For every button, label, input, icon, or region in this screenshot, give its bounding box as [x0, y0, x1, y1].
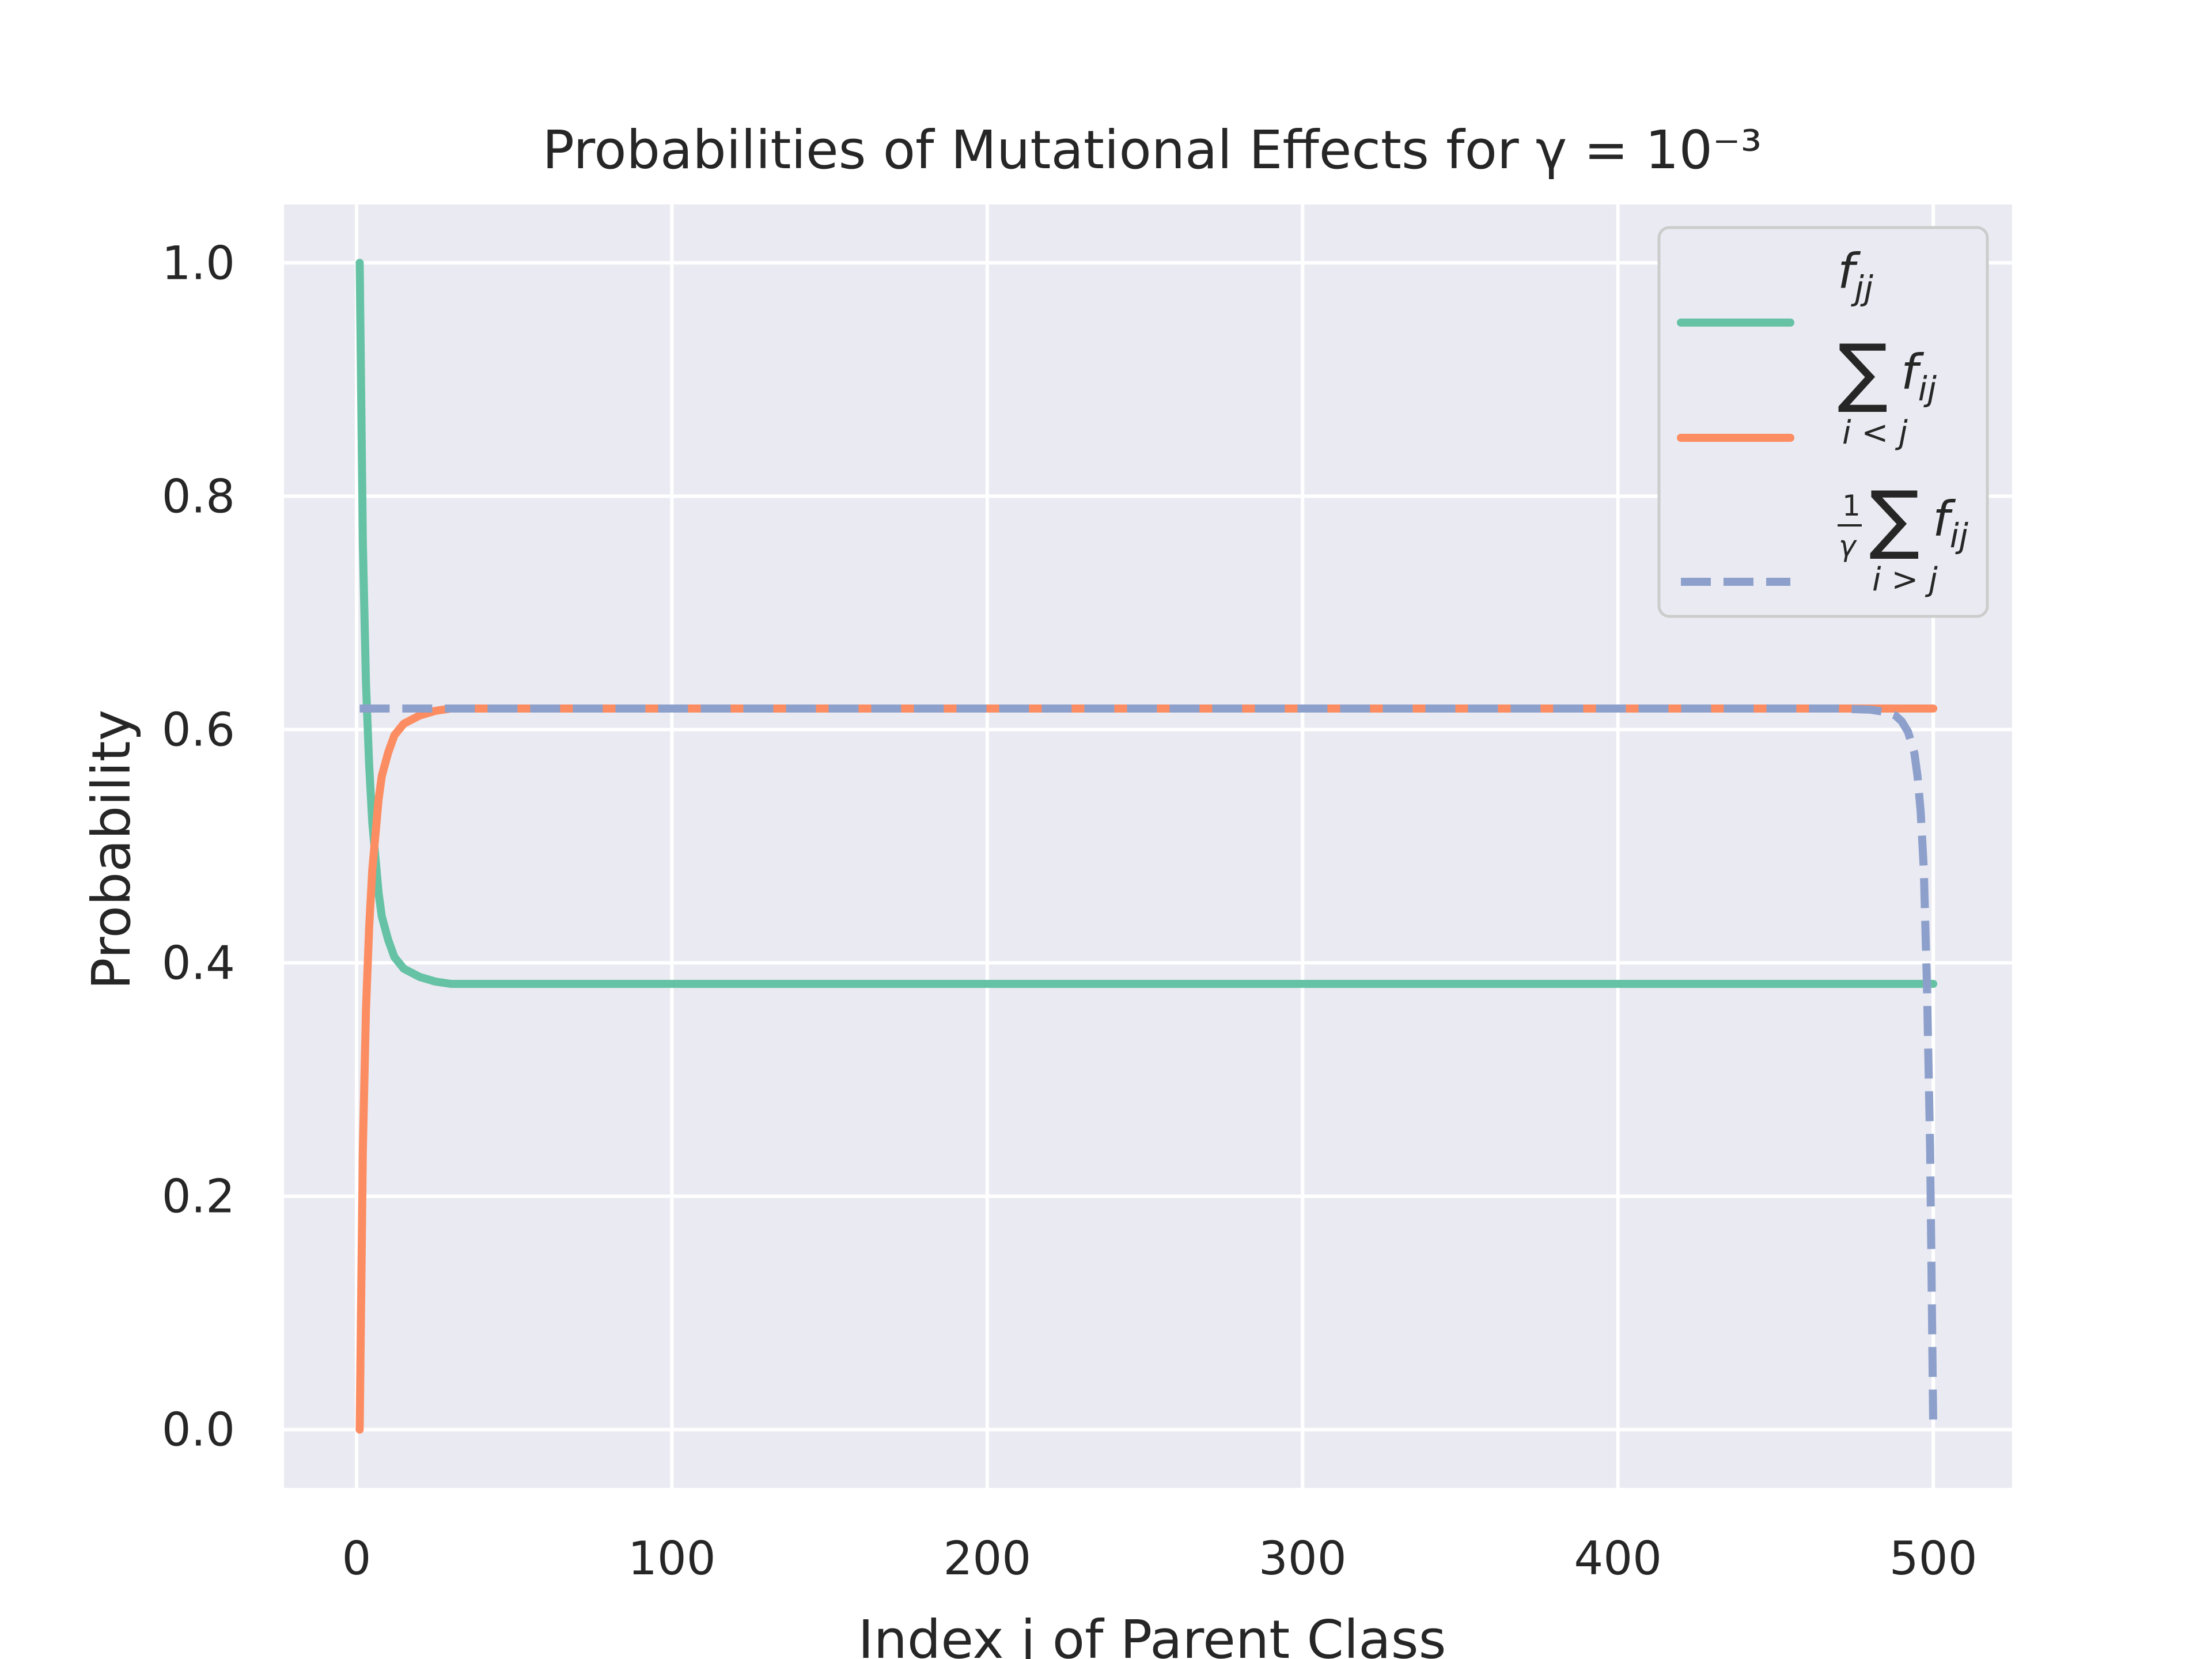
- x-tick-label-5: 500: [1889, 1532, 1978, 1585]
- y-tick-label-1: 0.2: [162, 1170, 235, 1224]
- x-tick-label-3: 300: [1259, 1532, 1347, 1585]
- x-tick-label-0: 0: [342, 1532, 371, 1585]
- x-ticks: 0 100 200 300 400 500: [342, 1532, 1977, 1585]
- legend-label-2-sub: i > j: [1872, 561, 1938, 599]
- legend-label-2-num: 1: [1842, 489, 1861, 522]
- y-tick-label-2: 0.4: [162, 937, 235, 990]
- series-line-0: [355, 259, 1938, 988]
- y-ticks: 0.0 0.2 0.4 0.6 0.8 1.0: [162, 236, 235, 1456]
- series-group: [355, 259, 1938, 1434]
- x-axis-label: Index j of Parent Class: [858, 1609, 1446, 1659]
- series-line-2: [359, 704, 1938, 1430]
- y-tick-label-0: 0.0: [162, 1403, 235, 1457]
- legend-label-2-sum: ∑: [1869, 475, 1920, 562]
- legend-label-2-den: γ: [1839, 529, 1857, 563]
- legend-box: [1657, 226, 1989, 618]
- y-tick-label-5: 1.0: [162, 236, 235, 290]
- legend-label-1-sum: ∑: [1838, 328, 1888, 415]
- x-tick-label-1: 100: [628, 1532, 716, 1585]
- y-tick-label-3: 0.6: [162, 703, 235, 756]
- legend-label-1-sub: i < j: [1842, 414, 1908, 452]
- y-axis-label: Probability: [81, 710, 142, 990]
- x-tick-label-4: 400: [1574, 1532, 1662, 1585]
- chart-title: Probabilities of Mutational Effects for …: [543, 119, 1762, 181]
- y-tick-label-4: 0.8: [162, 469, 235, 523]
- x-tick-label-2: 200: [943, 1532, 1031, 1585]
